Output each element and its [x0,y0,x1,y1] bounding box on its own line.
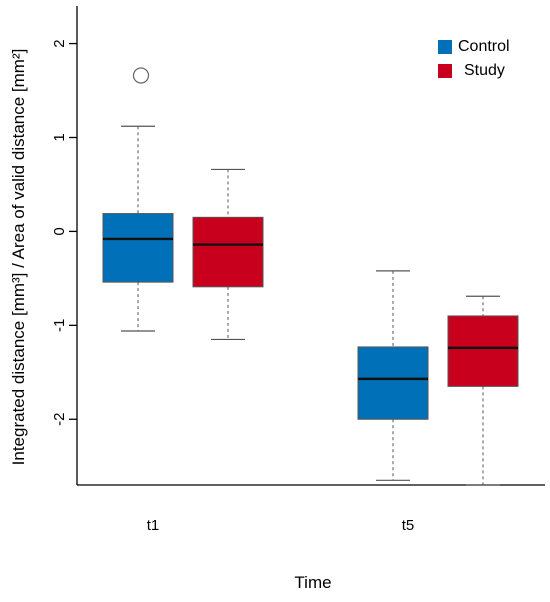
y-tick-label: 2 [51,39,68,47]
y-axis-title: Integrated distance [mm³] / Area of vali… [9,49,28,466]
y-tick-label: -2 [51,413,68,426]
box-body [447,315,519,387]
y-tick-label: 1 [51,133,68,141]
legend-label-study: Study [464,62,505,79]
x-tick-label: t1 [147,517,160,534]
box-body [192,216,264,288]
box-study-t5 [447,295,519,486]
chart-marks [102,67,519,486]
legend-swatch-study [438,64,452,78]
box-control-t1 [102,67,174,332]
x-tick-label: t5 [402,517,415,534]
box-body [102,213,174,283]
y-tick-label: -1 [51,319,68,332]
box-study-t1 [192,168,264,341]
axes: 2 1 0 -1 -2 t1 t5 [51,39,414,534]
box-control-t5 [357,270,429,481]
legend-swatch-control [438,40,452,54]
x-axis-title: Time [294,573,331,592]
legend-label-control: Control [458,38,510,55]
y-tick-label: 0 [51,227,68,235]
outlier-point [132,67,150,84]
box-body [357,346,429,420]
legend: Control Study [438,38,510,79]
